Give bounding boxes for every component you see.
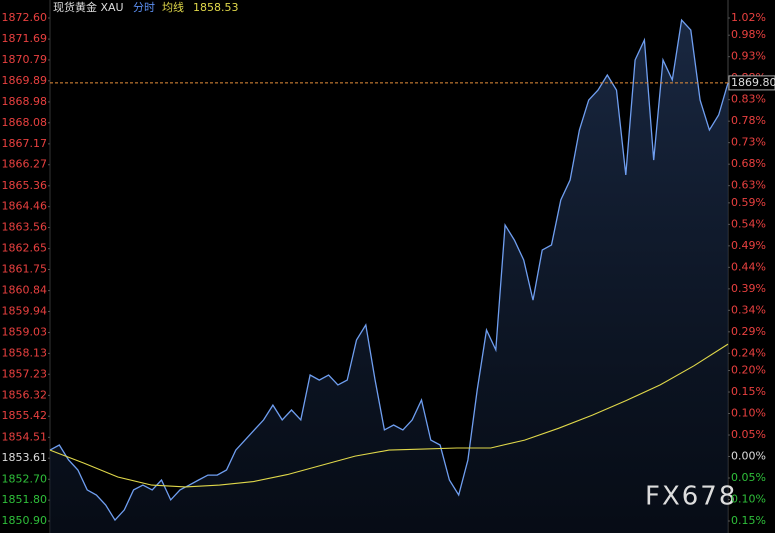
y2-tick-label: 0.15%: [731, 385, 766, 398]
watermark: FX678: [645, 482, 737, 512]
y2-tick-label: 0.73%: [731, 136, 766, 149]
y2-tick-label: 0.63%: [731, 179, 766, 192]
y-tick-label: 1850.90: [2, 514, 48, 527]
avg-value: 1858.53: [193, 1, 239, 14]
y2-tick-label: 0.00%: [731, 450, 766, 463]
y2-tick-label: 0.20%: [731, 364, 766, 377]
y2-tick-label: 0.34%: [731, 303, 766, 316]
y2-tick-label: 0.10%: [731, 407, 766, 420]
mode: 分时: [133, 1, 155, 14]
y-tick-label: 1864.46: [2, 200, 48, 213]
y2-tick-label: 0.05%: [731, 471, 766, 484]
y2-tick-label: 0.98%: [731, 28, 766, 41]
y-tick-label: 1852.70: [2, 472, 48, 485]
y-tick-label: 1865.36: [2, 179, 48, 192]
y-tick-label: 1851.80: [2, 493, 48, 506]
y2-tick-label: 0.49%: [731, 239, 766, 252]
y2-tick-label: 0.10%: [731, 493, 766, 506]
area: [50, 20, 728, 533]
y2-tick-label: 1.02%: [731, 11, 766, 24]
last-price-box: [728, 75, 775, 91]
y-tick-label: 1859.94: [2, 304, 48, 317]
y2-tick-label: 0.54%: [731, 217, 766, 230]
y2-tick-label: 0.15%: [731, 514, 766, 527]
series-line: [49, 18, 729, 522]
y2-tick-label: 0.93%: [731, 50, 766, 63]
y-tick-label: 1855.42: [2, 409, 48, 422]
y-tick-label: 1872.60: [2, 11, 48, 24]
y2-tick-label: 0.05%: [731, 428, 766, 441]
y-tick-label: 1862.65: [2, 242, 48, 255]
y-tick-label: 1857.23: [2, 367, 48, 380]
y-tick-label: 1858.13: [2, 346, 48, 359]
y2-tick-label: 0.24%: [731, 346, 766, 359]
y-tick-label: 1868.08: [2, 116, 48, 129]
y2-tick-label: 0.78%: [731, 114, 766, 127]
y-tick-label: 1869.89: [2, 74, 48, 87]
y-tick-label: 1860.84: [2, 284, 48, 297]
y-tick-label: 1868.98: [2, 95, 48, 108]
y-tick-label: 1859.03: [2, 326, 48, 339]
y2-tick-label: 0.44%: [731, 260, 766, 273]
y2-tick-label: 0.59%: [731, 196, 766, 209]
y2-tick-label: 0.83%: [731, 93, 766, 106]
avg-label: 均线: [162, 0, 184, 14]
last-price-label: 1869.80: [731, 76, 775, 89]
y-tick-label: 1866.27: [2, 158, 48, 171]
y-tick-label: 1867.17: [2, 137, 48, 150]
y-tick-label: 1861.75: [2, 263, 48, 276]
y-tick-label: 1870.79: [2, 53, 48, 66]
y-tick-label: 1854.51: [2, 430, 48, 443]
y2-tick-label: 0.29%: [731, 325, 766, 338]
y-tick-label: 1871.69: [2, 32, 48, 45]
series-line: [49, 343, 729, 488]
y-tick-label: 1863.56: [2, 221, 48, 234]
y2-tick-label: 0.39%: [731, 282, 766, 295]
y-tick-label: 1853.61: [2, 451, 48, 464]
y-tick-label: 1856.32: [2, 388, 48, 401]
y2-tick-label: 0.68%: [731, 157, 766, 170]
symbol: 现货黄金 XAU: [53, 0, 124, 14]
